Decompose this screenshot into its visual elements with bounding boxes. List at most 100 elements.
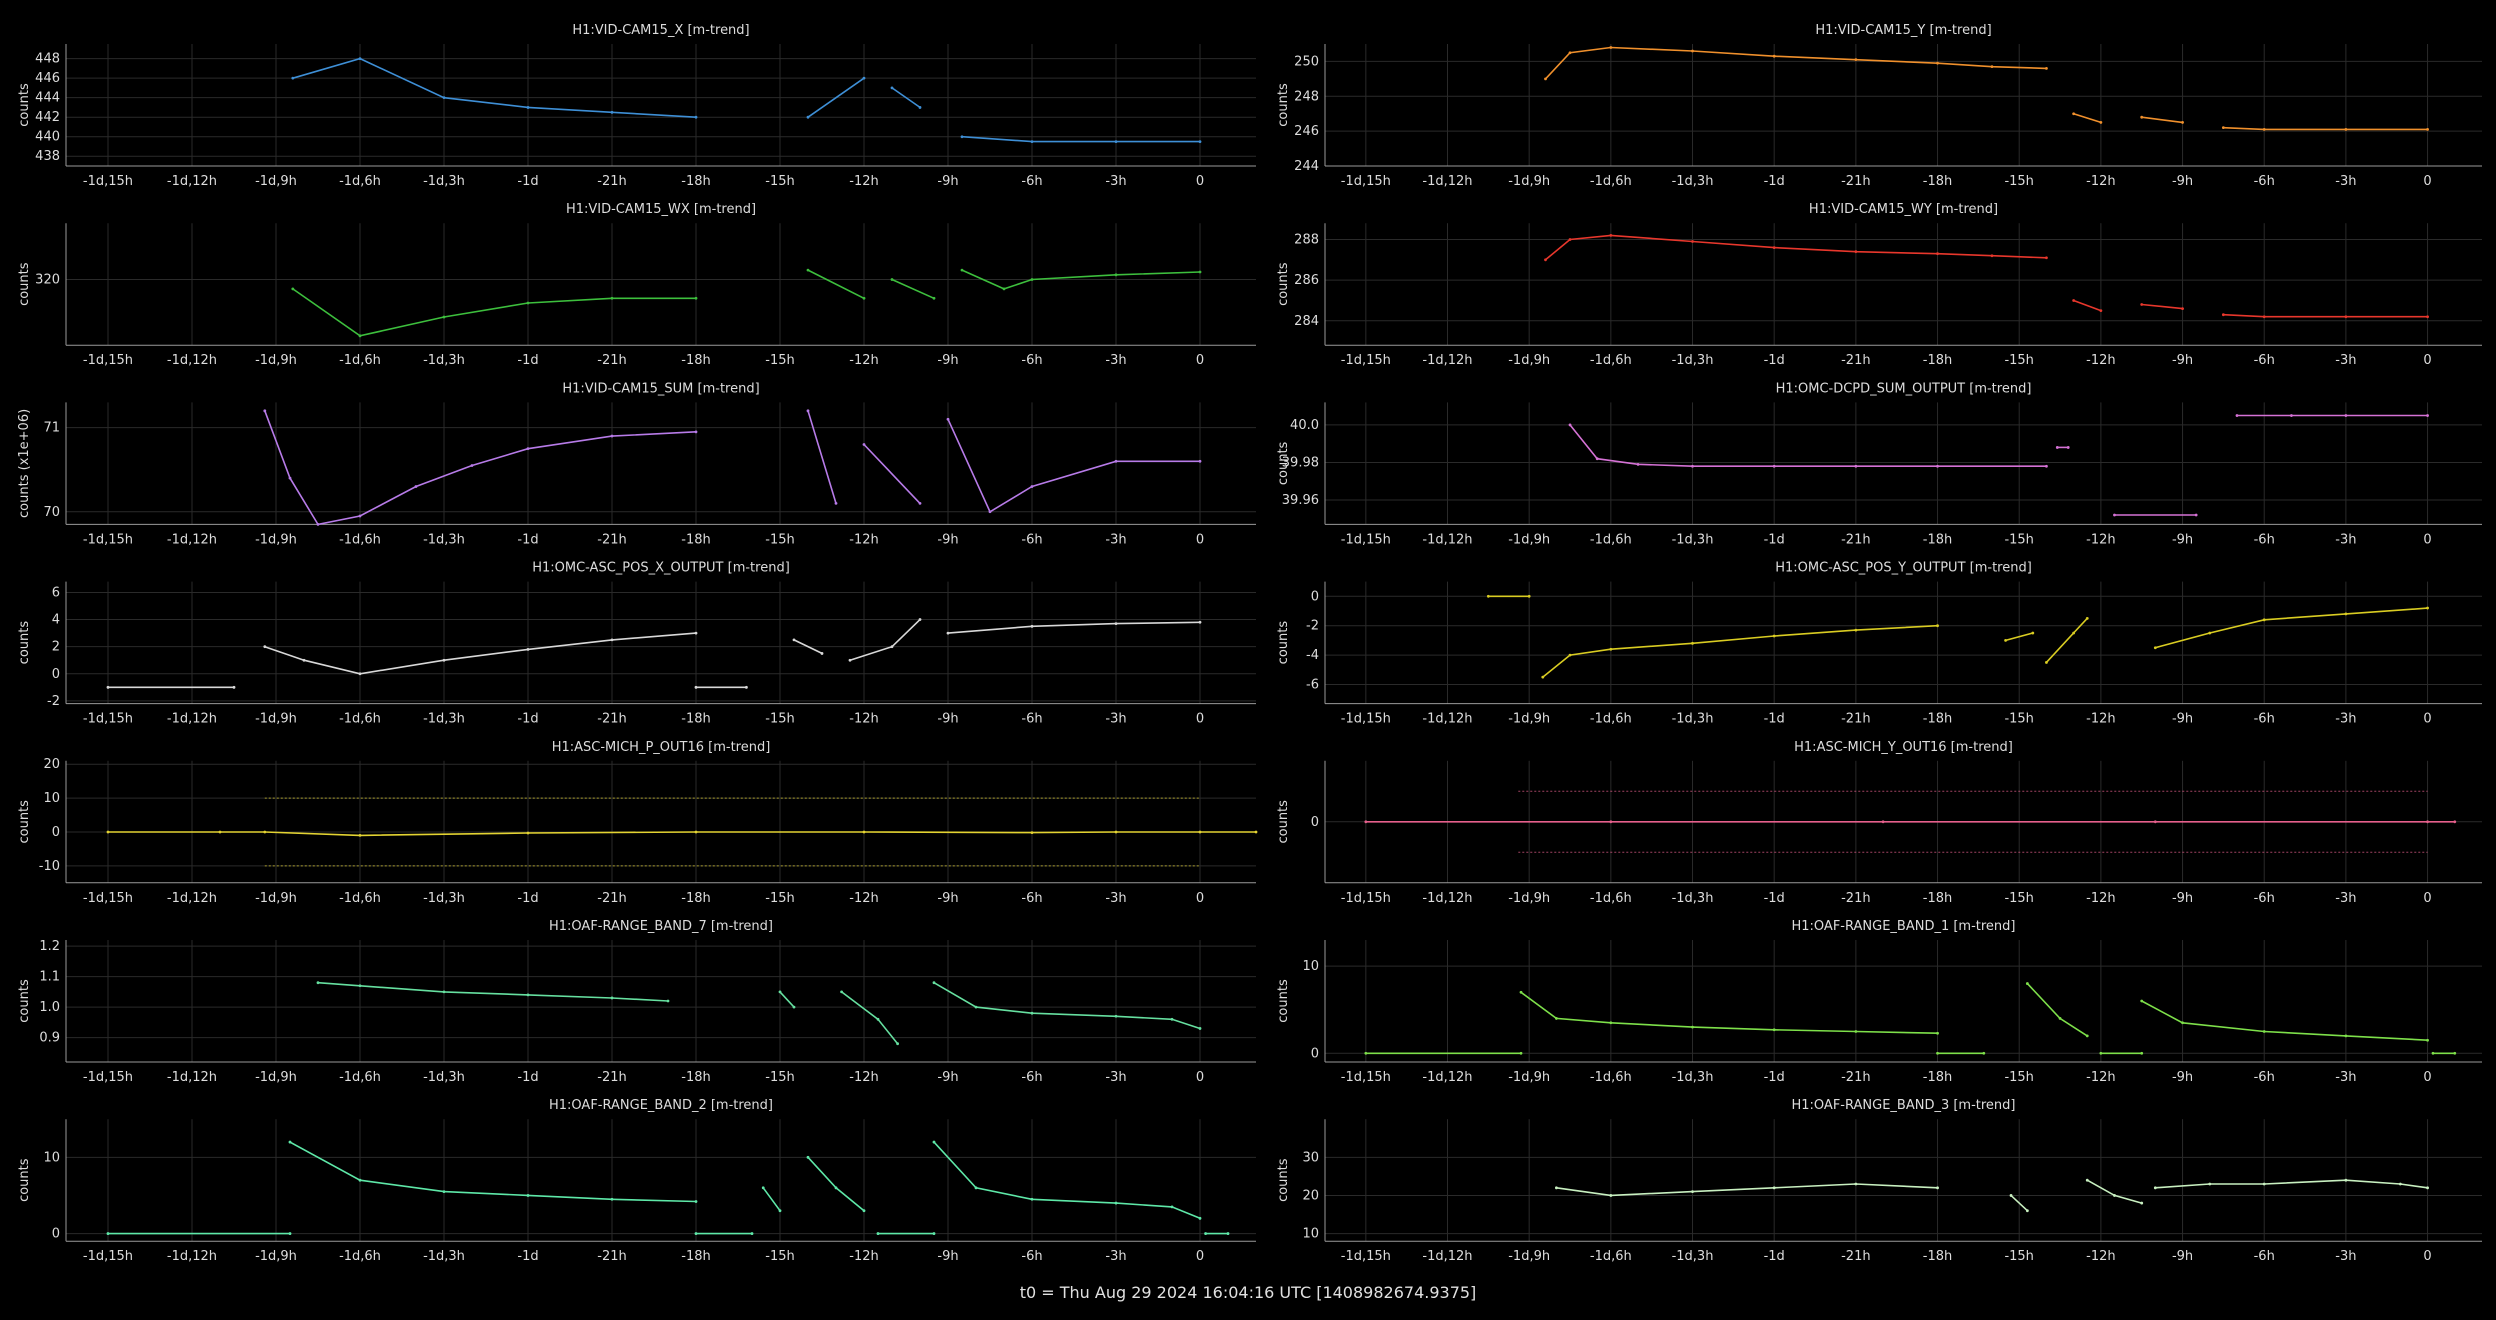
x-tick-label: -15h [2004, 1070, 2033, 1085]
trend-series-line [2045, 617, 2088, 663]
panel-title: H1:VID-CAM15_WY [m-trend] [1809, 202, 1998, 217]
trend-point [876, 1017, 880, 1021]
trend-point [932, 1232, 936, 1235]
trend-point [1541, 675, 1545, 679]
trend-point [1568, 423, 1572, 427]
trend-point [834, 1186, 838, 1190]
x-tick-label: -9h [937, 353, 958, 368]
trend-point [2426, 606, 2429, 610]
trend-point [862, 443, 866, 446]
trend-point [2099, 309, 2103, 313]
y-tick-label: 10 [43, 791, 60, 806]
x-tick-label: -1d,9h [255, 712, 297, 727]
x-tick-label: -1d,15h [1341, 532, 1391, 547]
trend-point [988, 510, 992, 514]
trend-series-line [1569, 424, 2047, 468]
x-tick-label: -1d,9h [1508, 353, 1550, 368]
trend-point [1936, 1186, 1939, 1190]
x-tick-label: -1d,15h [1341, 353, 1391, 368]
x-tick-label: 0 [1196, 353, 1204, 368]
y-axis-label: counts [1276, 441, 1291, 485]
trend-series-line [2141, 116, 2183, 124]
y-axis-label: counts [17, 1158, 32, 1202]
trend-point [1544, 77, 1547, 81]
trend-point [2431, 1051, 2435, 1055]
y-tick-label: 0 [52, 1227, 60, 1242]
x-tick-label: -18h [1923, 353, 1952, 368]
trend-series-line [1542, 624, 1938, 678]
trend-point [2262, 1182, 2266, 1186]
y-tick-label: 2 [52, 640, 60, 655]
trend-point [1990, 254, 1994, 258]
x-tick-label: -12h [849, 1070, 878, 1085]
x-tick-label: -9h [2172, 891, 2193, 906]
x-tick-label: -15h [2004, 174, 2033, 189]
x-tick-label: -1d [1764, 353, 1785, 368]
trend-point [2045, 67, 2048, 70]
trend-series-line [2086, 1179, 2142, 1204]
trend-panel: H1:ASC-MICH_P_OUT16 [m-trend] -1d,15h -1d,… [17, 740, 1258, 906]
x-tick-label: -18h [1923, 532, 1952, 547]
trend-point [694, 631, 698, 635]
trend-point [2194, 513, 2198, 517]
x-tick-label: -21h [597, 174, 626, 189]
x-tick-label: -3h [2335, 353, 2356, 368]
y-axis-label: counts [1276, 83, 1291, 127]
trend-point [876, 1232, 880, 1235]
x-tick-label: -1d,12h [1422, 712, 1472, 727]
trend-point [526, 831, 530, 835]
trend-series-line [292, 57, 697, 118]
trend-point [2099, 121, 2103, 124]
x-tick-label: -18h [681, 712, 710, 727]
x-tick-label: -1d,12h [1422, 1070, 1472, 1085]
trend-point [694, 430, 698, 434]
x-tick-label: -18h [1923, 712, 1952, 727]
x-tick-label: -15h [2004, 891, 2033, 906]
x-tick-label: -1d,6h [339, 532, 381, 547]
x-tick-label: 0 [1196, 532, 1204, 547]
trend-point [291, 76, 295, 80]
x-tick-label: -1d [517, 353, 538, 368]
trend-series-line [891, 278, 935, 300]
y-axis-label: counts [17, 262, 32, 306]
trend-point [2181, 121, 2184, 124]
trend-point [694, 296, 698, 300]
x-tick-label: -1d [1764, 891, 1785, 906]
trend-point [2344, 127, 2348, 131]
x-tick-label: -1d,3h [423, 1070, 465, 1085]
trend-point [2031, 631, 2035, 635]
trend-point [1555, 1186, 1558, 1190]
trend-point [1030, 1011, 1034, 1015]
trend-point [974, 1005, 978, 1009]
trend-point [2426, 1038, 2429, 1042]
x-tick-label: -6h [1021, 1249, 1042, 1264]
trend-point [745, 685, 748, 689]
x-tick-label: -1d,6h [339, 891, 381, 906]
x-tick-label: -1d,9h [255, 1070, 297, 1085]
x-tick-label: -1d,6h [1590, 532, 1632, 547]
trend-point [1030, 485, 1034, 488]
trend-point [526, 647, 530, 651]
trend-point [2072, 299, 2076, 302]
x-tick-label: -9h [2172, 532, 2193, 547]
trend-point [288, 1232, 292, 1235]
trend-point [2055, 446, 2059, 449]
x-tick-label: -1d [517, 1249, 538, 1264]
x-tick-label: -21h [1841, 891, 1870, 906]
y-axis-label: counts [1276, 621, 1291, 665]
trend-point [2153, 646, 2157, 650]
trend-point [694, 1232, 698, 1235]
y-tick-label: 320 [35, 273, 60, 288]
trend-point [1030, 140, 1034, 144]
x-tick-label: 0 [1196, 174, 1204, 189]
x-tick-label: -9h [2172, 353, 2193, 368]
trend-point [1555, 1017, 1558, 1020]
trend-point [1691, 49, 1694, 53]
x-tick-label: -18h [1923, 1070, 1952, 1085]
x-tick-label: -15h [765, 174, 794, 189]
x-tick-label: -6h [2254, 532, 2275, 547]
trend-series-line [807, 269, 865, 300]
y-tick-label: 286 [1294, 273, 1319, 288]
trend-point [1519, 1051, 1523, 1055]
trend-point [358, 672, 362, 676]
